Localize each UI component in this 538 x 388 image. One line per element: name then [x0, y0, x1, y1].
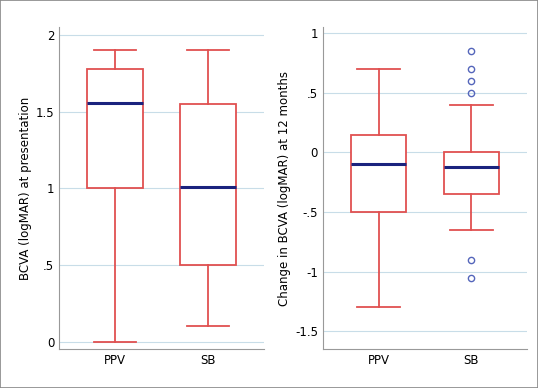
- Y-axis label: BCVA (logMAR) at presentation: BCVA (logMAR) at presentation: [18, 97, 32, 280]
- Bar: [351, 135, 406, 212]
- Bar: [180, 104, 236, 265]
- Bar: [87, 69, 143, 188]
- Bar: [444, 152, 499, 194]
- Y-axis label: Change in BCVA (logMAR) at 12 months: Change in BCVA (logMAR) at 12 months: [278, 71, 291, 306]
